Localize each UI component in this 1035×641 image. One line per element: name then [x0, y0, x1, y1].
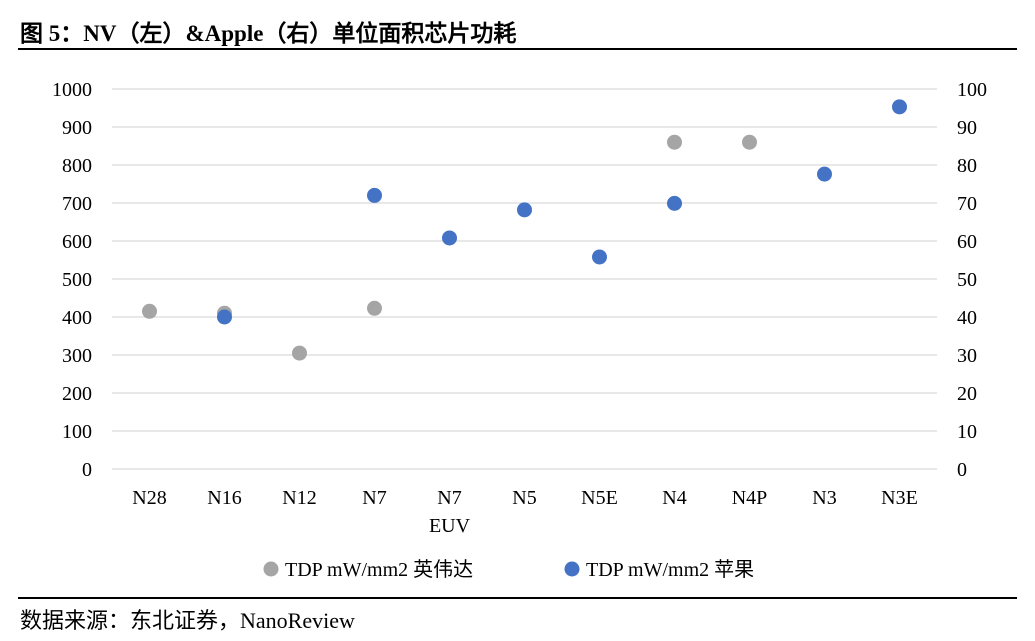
category-label: N5E: [581, 487, 618, 509]
legend: TDP mW/mm2 英伟达 TDP mW/mm2 苹果: [263, 558, 754, 581]
data-points: [142, 99, 907, 361]
data-point-series-2: [442, 230, 457, 246]
data-point-series-1: [292, 345, 307, 361]
bottom-rule: [18, 597, 1017, 599]
left-tick-label: 700: [62, 193, 92, 215]
left-tick-label: 300: [62, 345, 92, 367]
right-tick-label: 10: [957, 421, 977, 443]
data-point-series-1: [667, 134, 682, 150]
data-point-series-1: [142, 303, 157, 319]
legend-label-series-1: TDP mW/mm2 英伟达: [285, 558, 473, 581]
left-tick-label: 400: [62, 307, 92, 329]
gridlines: [112, 88, 937, 470]
category-label: N12: [282, 487, 316, 509]
right-tick-label: 40: [957, 307, 977, 329]
right-tick-label: 0: [957, 459, 967, 481]
figure-title: 图 5：NV（左）&Apple（右）单位面积芯片功耗: [20, 21, 517, 46]
data-point-series-2: [367, 187, 382, 203]
left-tick-label: 800: [62, 155, 92, 177]
data-point-series-2: [517, 202, 532, 218]
legend-marker-series-2: [564, 561, 580, 577]
data-point-series-2: [667, 195, 682, 211]
left-tick-label: 1000: [52, 79, 92, 101]
category-label: N4P: [732, 487, 768, 509]
right-tick-label: 50: [957, 269, 977, 291]
left-tick-label: 100: [62, 421, 92, 443]
data-point-series-1: [742, 134, 757, 150]
legend-marker-series-1: [263, 561, 279, 577]
left-tick-label: 0: [82, 459, 92, 481]
right-tick-label: 30: [957, 345, 977, 367]
left-tick-label: 200: [62, 383, 92, 405]
right-tick-label: 80: [957, 155, 977, 177]
category-label: N5: [512, 487, 536, 509]
data-point-series-2: [217, 309, 232, 325]
category-label: N7 EUV: [429, 487, 471, 537]
legend-label-series-2: TDP mW/mm2 苹果: [586, 558, 754, 581]
category-label: N16: [207, 487, 241, 509]
category-labels: N28 N16 N12 N7 N7 EUV N5 N5E N4 N4P N3 N3E: [132, 487, 918, 537]
left-tick-label: 900: [62, 117, 92, 139]
data-point-series-2: [592, 249, 607, 265]
right-tick-label: 20: [957, 383, 977, 405]
category-label: N3: [812, 487, 836, 509]
data-point-series-2: [817, 166, 832, 182]
left-tick-label: 600: [62, 231, 92, 253]
top-rule: [18, 48, 1017, 50]
right-tick-label: 90: [957, 117, 977, 139]
left-tick-label: 500: [62, 269, 92, 291]
right-tick-label: 70: [957, 193, 977, 215]
category-label: N7: [362, 487, 386, 509]
category-label: N4: [662, 487, 686, 509]
right-tick-label: 60: [957, 231, 977, 253]
data-point-series-1: [367, 300, 382, 316]
data-point-series-2: [892, 99, 907, 115]
category-label: N28: [132, 487, 166, 509]
left-axis-ticks: 0 100 200 300 400 500 600 700 800 900 1000: [52, 79, 92, 481]
right-tick-label: 100: [957, 79, 987, 101]
source-note: 数据来源：东北证券，NanoReview: [20, 608, 355, 633]
category-label: N3E: [881, 487, 918, 509]
right-axis-ticks: 0 10 20 30 40 50 60 70 80 90 100: [957, 79, 987, 481]
